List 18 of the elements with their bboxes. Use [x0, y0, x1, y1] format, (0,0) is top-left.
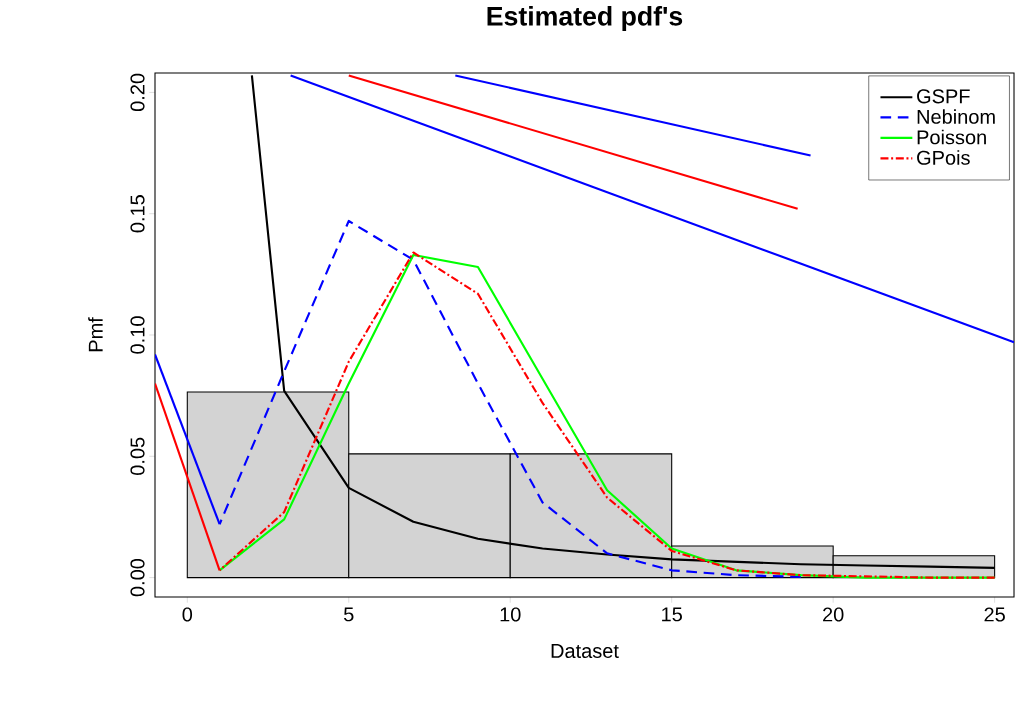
y-tick-label: 0.10 — [130, 316, 145, 354]
chart-title: Estimated pdf's — [487, 6, 683, 31]
legend-label: Nebinom — [917, 109, 995, 124]
y-axis-title: Pmf — [88, 317, 103, 352]
x-tick-label: 0 — [182, 607, 193, 622]
x-tick-label: 5 — [343, 607, 354, 622]
y-tick-label: 0.20 — [130, 73, 145, 112]
y-tick-label: 0.00 — [130, 558, 145, 597]
y-tick-label: 0.05 — [130, 437, 145, 475]
x-tick-label: 20 — [823, 607, 844, 622]
legend-label: Poisson — [917, 129, 986, 145]
x-tick-label: 10 — [500, 607, 521, 622]
legend-label: GSPF — [917, 89, 970, 104]
y-tick-label: 0.15 — [130, 195, 145, 233]
x-axis-title: Dataset — [551, 644, 619, 658]
x-tick-label: 25 — [984, 607, 1005, 622]
legend-label: GPois — [917, 150, 970, 165]
x-tick-label: 15 — [662, 607, 682, 622]
